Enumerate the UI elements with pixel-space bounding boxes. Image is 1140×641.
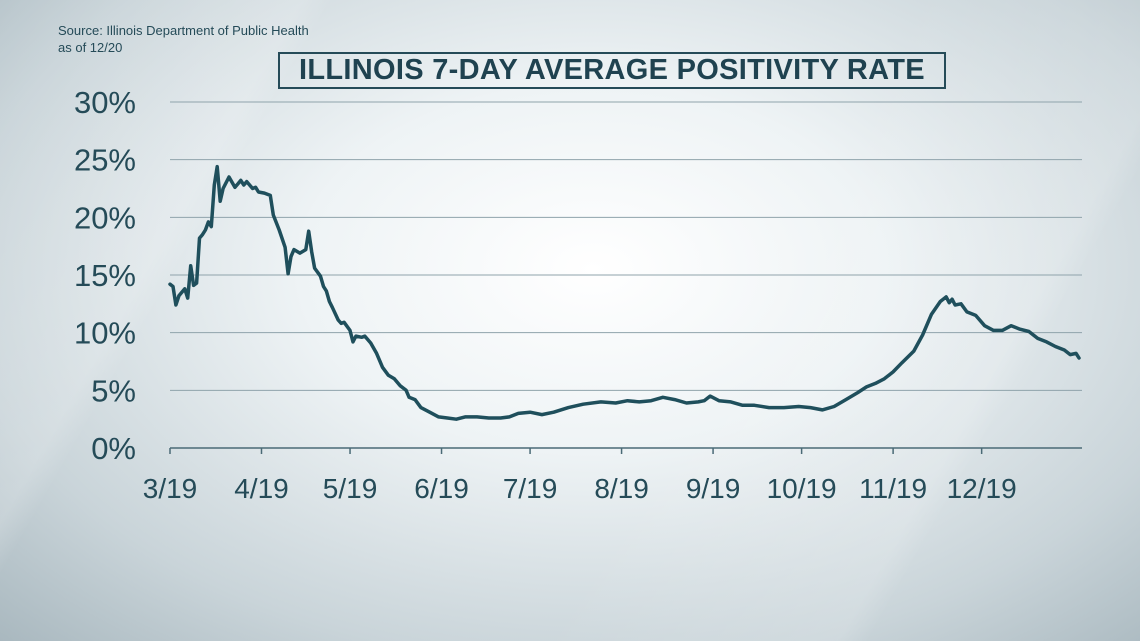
x-tick-label: 8/19 <box>594 473 649 504</box>
y-tick-label: 15% <box>74 258 136 293</box>
y-tick-label: 30% <box>74 85 136 120</box>
x-tick-label: 9/19 <box>686 473 741 504</box>
x-tick-labels: 3/19 4/19 5/19 6/19 7/19 8/19 9/19 10/19 11/19 12… <box>143 473 1017 504</box>
x-axis <box>169 447 1082 454</box>
source-line: Source: Illinois Department of Public He… <box>58 23 309 38</box>
x-tick-label: 3/19 <box>143 473 198 504</box>
source-note: Source: Illinois Department of Public He… <box>58 22 309 56</box>
y-tick-label: 20% <box>74 200 136 235</box>
x-tick-label: 10/19 <box>767 473 837 504</box>
x-tick-label: 11/19 <box>859 473 927 504</box>
y-tick-label: 10% <box>74 316 136 351</box>
x-tick-label: 6/19 <box>414 473 469 504</box>
chart-title: ILLINOIS 7-DAY AVERAGE POSITIVITY RATE <box>299 54 925 86</box>
chart-title-box: ILLINOIS 7-DAY AVERAGE POSITIVITY RATE <box>278 52 946 89</box>
x-tick-label: 7/19 <box>503 473 558 504</box>
y-tick-label: 25% <box>74 143 136 178</box>
y-tick-label: 0% <box>91 431 136 466</box>
x-tick-label: 5/19 <box>323 473 378 504</box>
as-of-date: as of 12/20 <box>58 40 123 55</box>
series-group <box>168 164 1081 421</box>
x-tick-label: 12/19 <box>947 473 1017 504</box>
x-tick-label: 4/19 <box>234 473 289 504</box>
gridlines <box>170 101 1082 391</box>
y-tick-label: 5% <box>91 373 136 408</box>
positivity-rate-line <box>168 164 1081 421</box>
y-tick-labels: 0% 5% 10% 15% 20% 25% 30% <box>74 85 136 466</box>
